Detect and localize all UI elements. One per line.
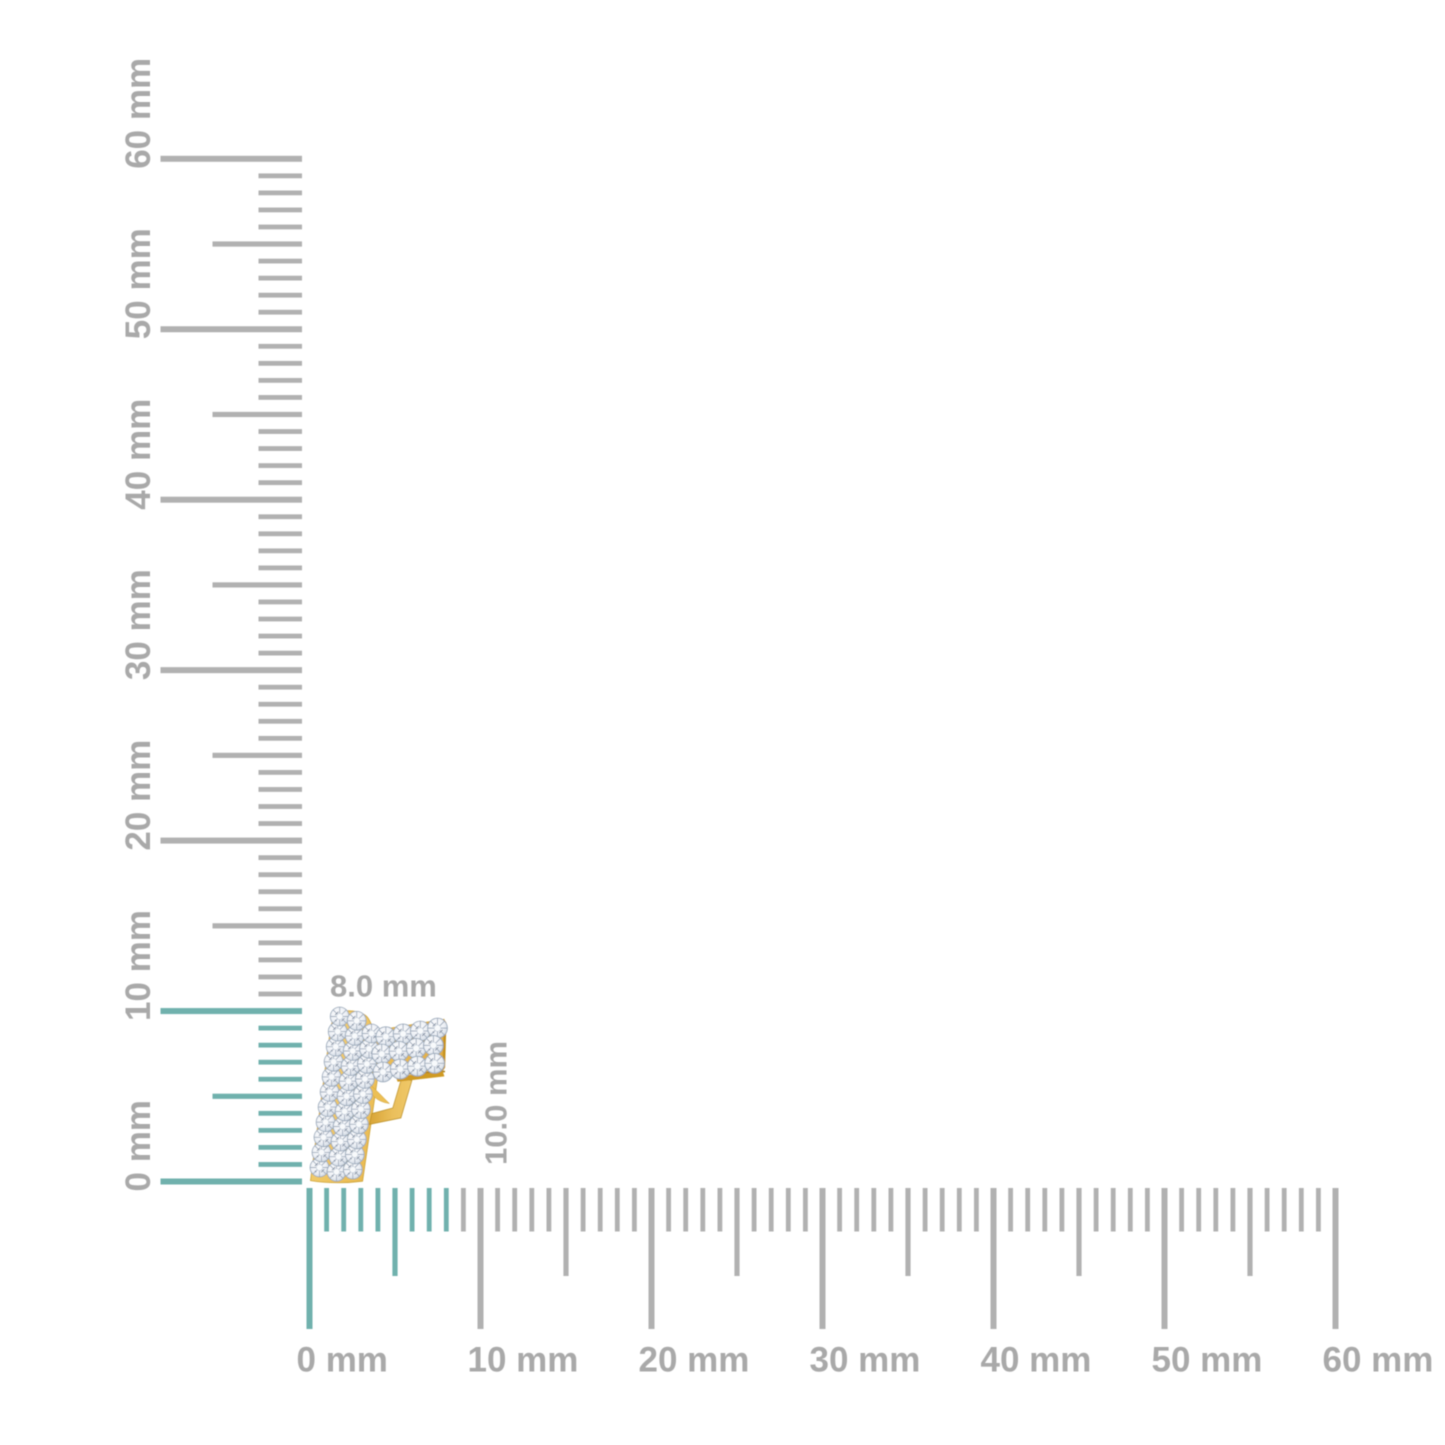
svg-text:60 mm: 60 mm — [119, 58, 158, 169]
svg-text:60 mm: 60 mm — [1323, 1341, 1434, 1380]
svg-text:20 mm: 20 mm — [639, 1341, 750, 1380]
svg-text:0 mm: 0 mm — [297, 1341, 388, 1380]
svg-text:30 mm: 30 mm — [810, 1341, 921, 1380]
svg-text:8.0 mm: 8.0 mm — [330, 969, 437, 1004]
svg-text:50 mm: 50 mm — [119, 228, 158, 339]
svg-text:0 mm: 0 mm — [119, 1100, 158, 1191]
svg-text:10 mm: 10 mm — [119, 910, 158, 1021]
svg-text:30 mm: 30 mm — [119, 569, 158, 680]
svg-text:10 mm: 10 mm — [468, 1341, 579, 1380]
svg-text:40 mm: 40 mm — [981, 1341, 1092, 1380]
svg-text:20 mm: 20 mm — [119, 740, 158, 851]
svg-text:40 mm: 40 mm — [119, 399, 158, 510]
svg-text:50 mm: 50 mm — [1152, 1341, 1263, 1380]
svg-text:10.0 mm: 10.0 mm — [479, 1041, 514, 1165]
